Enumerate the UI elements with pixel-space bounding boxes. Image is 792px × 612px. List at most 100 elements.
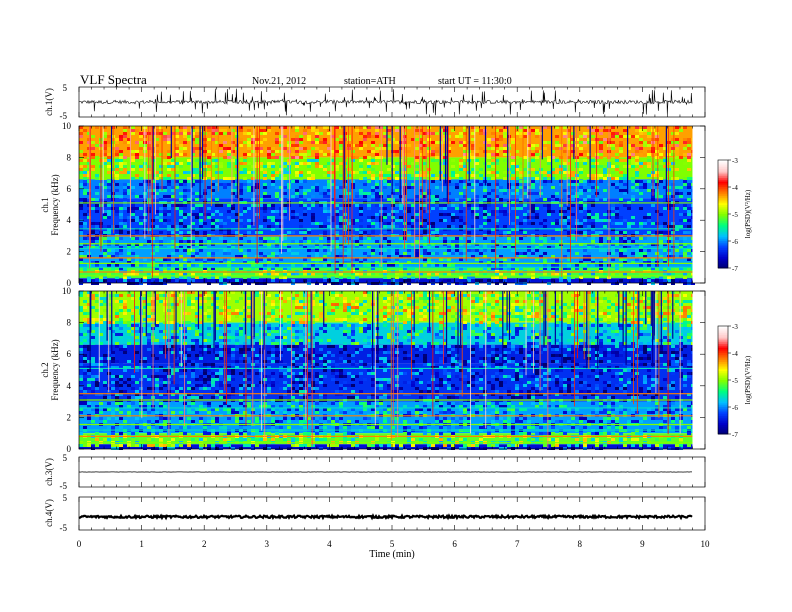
spectrogram-cell <box>439 141 443 144</box>
spectrogram-cell <box>315 156 319 159</box>
spectrogram-cell <box>295 300 299 303</box>
spectrogram-cell <box>555 219 559 222</box>
spectrogram-cell <box>179 231 183 234</box>
spectrogram-band <box>79 278 693 283</box>
spectrogram-cell <box>235 273 239 276</box>
spectrogram-cell <box>103 159 107 162</box>
spectrogram-cell <box>423 141 427 144</box>
spectrogram-cell <box>131 264 135 267</box>
spectrogram-cell <box>359 171 363 174</box>
spectrogram-cell <box>519 279 523 282</box>
spectrogram-cell <box>619 216 623 219</box>
spectrogram-cell <box>619 318 623 321</box>
spectrogram-cell <box>591 300 595 303</box>
spectrogram-cell <box>267 147 271 150</box>
colorbar-swatch <box>718 224 728 228</box>
spectrogram-cell <box>107 249 111 252</box>
spectrogram-cell <box>463 144 467 147</box>
frequency-tick-label: 4 <box>67 215 72 225</box>
spectrogram-cell <box>555 309 559 312</box>
spectrogram-cell <box>595 276 599 279</box>
spectrogram-cell <box>527 297 531 300</box>
spectrogram-cell <box>647 153 651 156</box>
spectrogram-cell <box>143 300 147 303</box>
spectrogram-cell <box>291 321 295 324</box>
spectrogram-cell <box>383 306 387 309</box>
spectrogram-cell <box>83 156 87 159</box>
spectrogram-cell <box>403 276 407 279</box>
spectrogram-cell <box>267 324 271 327</box>
spectrogram-cell <box>503 204 507 207</box>
spectrogram-cell <box>611 177 615 180</box>
spectrogram-cell <box>671 276 675 279</box>
spectrogram-cell <box>383 216 387 219</box>
spectrogram-cell <box>523 132 527 135</box>
spectrogram-cell <box>435 300 439 303</box>
spectrogram-cell <box>487 258 491 261</box>
spectrogram-cell <box>431 225 435 228</box>
spectrogram-cell <box>123 207 127 210</box>
spectrogram-cell <box>371 174 375 177</box>
spectrogram-cell <box>171 306 175 309</box>
spectrogram-cell <box>667 306 671 309</box>
spectrogram-cell <box>151 282 155 285</box>
spectrogram-cell <box>611 264 615 267</box>
spectrogram-cell <box>115 183 119 186</box>
spectrogram-cell <box>151 243 155 246</box>
spectrogram-cell <box>635 252 639 255</box>
spectrogram-cell <box>183 207 187 210</box>
spectrogram-cell <box>491 294 495 297</box>
spectrogram-cell <box>595 198 599 201</box>
spectrogram-cell <box>331 282 335 285</box>
spectrogram-cell <box>239 192 243 195</box>
spectrogram-cell <box>619 147 623 150</box>
spectrogram-cell <box>415 147 419 150</box>
spectrogram-cell <box>635 237 639 240</box>
spectrogram-cell <box>527 189 531 192</box>
spectrogram-cell <box>515 141 519 144</box>
spectrogram-cell <box>319 312 323 315</box>
spectrogram-cell <box>207 300 211 303</box>
spectrogram-cell <box>491 189 495 192</box>
spectrogram-cell <box>627 177 631 180</box>
spectrogram-cell <box>79 132 83 135</box>
spectrogram-cell <box>279 258 283 261</box>
spectrogram-cell <box>451 183 455 186</box>
spectrogram-cell <box>527 162 531 165</box>
spectrogram-cell <box>619 177 623 180</box>
spectrogram-cell <box>339 276 343 279</box>
spectrogram-cell <box>603 249 607 252</box>
spectrogram-cell <box>623 177 627 180</box>
spectrogram-cell <box>131 156 135 159</box>
colorbar-swatch <box>718 201 728 204</box>
spectrogram-cell <box>207 294 211 297</box>
spectrogram-cell <box>395 267 399 270</box>
spectrogram-cell <box>471 183 475 186</box>
spectrogram-cell <box>259 267 263 270</box>
spectrogram-cell <box>519 195 523 198</box>
spectrogram-cell <box>95 225 99 228</box>
spectrogram-cell <box>423 156 427 159</box>
spectrogram-cell <box>495 186 499 189</box>
spectrogram-cell <box>331 294 335 297</box>
spectrogram-cell <box>543 204 547 207</box>
spectrogram-cell <box>463 183 467 186</box>
spectrogram-cell <box>367 273 371 276</box>
spectrogram-cell <box>319 237 323 240</box>
spectrogram-cell <box>159 243 163 246</box>
spectrogram-cell <box>287 165 291 168</box>
spectrogram-cell <box>487 171 491 174</box>
spectrogram-cell <box>643 183 647 186</box>
spectrogram-cell <box>663 243 667 246</box>
spectrogram-cell <box>175 135 179 138</box>
spectrogram-cell <box>411 249 415 252</box>
spectrogram-cell <box>447 282 451 285</box>
spectrogram-cell <box>455 198 459 201</box>
spectrogram-cell <box>135 279 139 282</box>
spectrogram-cell <box>563 219 567 222</box>
spectrogram-cell <box>567 138 571 141</box>
spectrogram-cell <box>623 135 627 138</box>
spectrogram-cell <box>183 171 187 174</box>
spectrogram-cell <box>663 186 667 189</box>
